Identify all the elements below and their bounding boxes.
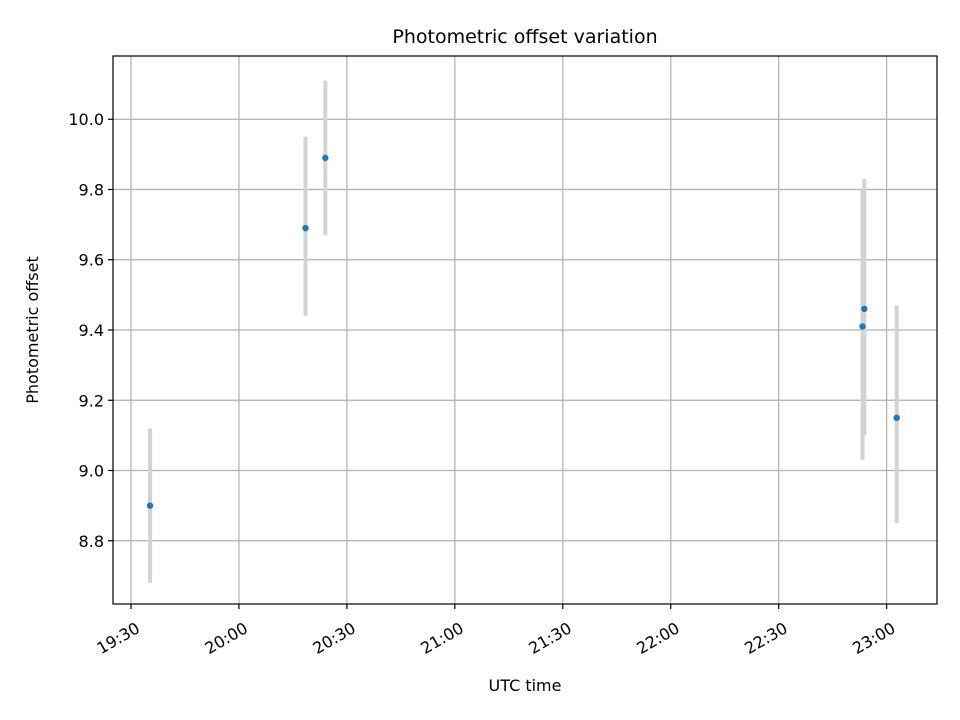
y-axis-title: Photometric offset <box>23 256 42 404</box>
x-axis-title: UTC time <box>489 676 562 695</box>
y-tick-label: 9.4 <box>79 321 104 340</box>
data-points <box>146 154 900 509</box>
data-point <box>302 224 309 232</box>
data-point <box>893 414 900 422</box>
y-tick-label: 9.0 <box>79 462 104 481</box>
y-tick-label: 9.8 <box>79 180 104 199</box>
y-tick-label: 10.0 <box>68 110 104 129</box>
data-point <box>322 154 329 162</box>
data-point <box>861 305 868 313</box>
chart-title: Photometric offset variation <box>392 26 657 48</box>
y-tick-label: 8.8 <box>79 532 104 551</box>
data-point <box>146 502 154 509</box>
y-axis-ticks: 8.8 9.0 9.2 9.4 9.6 9.8 10.0 <box>68 110 113 551</box>
y-tick-label: 9.6 <box>79 251 104 270</box>
data-point <box>859 323 866 330</box>
grid <box>113 56 937 604</box>
y-tick-label: 9.2 <box>79 391 104 410</box>
